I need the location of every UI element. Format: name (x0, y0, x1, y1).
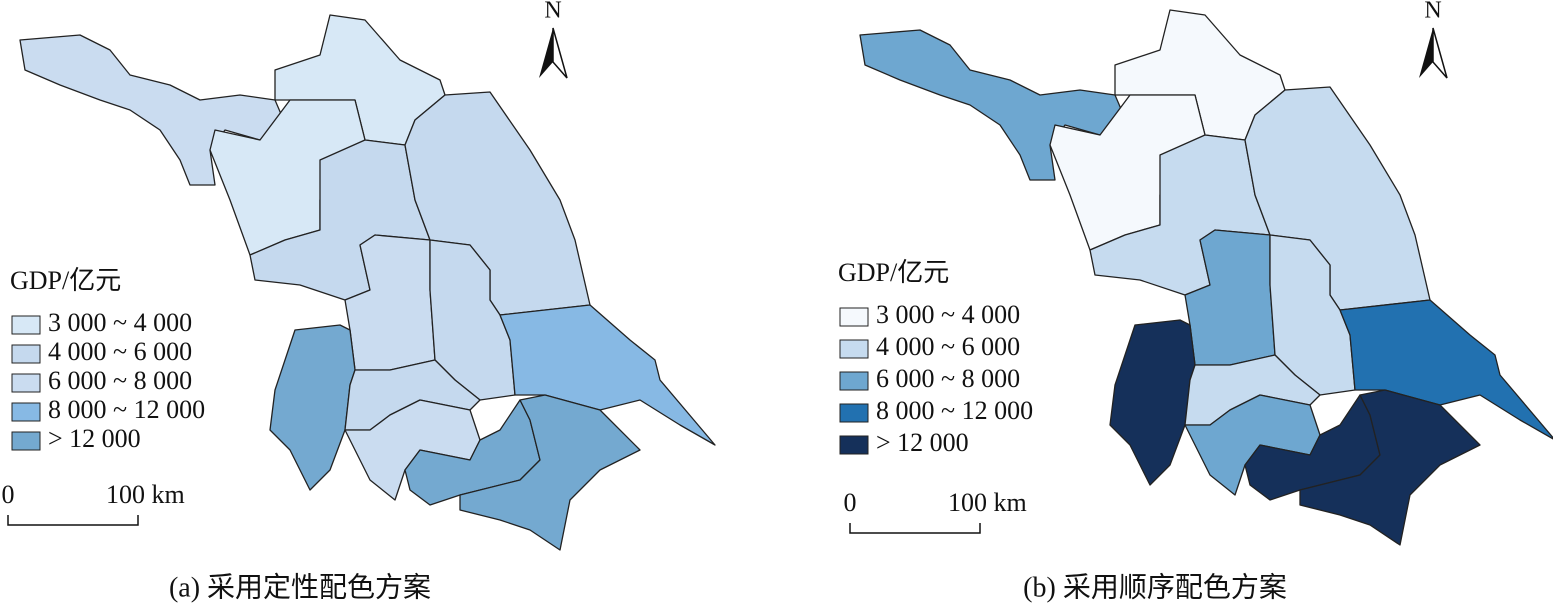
legend-label: 4 000 ~ 6 000 (876, 332, 1020, 361)
legend-swatch (839, 403, 869, 423)
legend-label: 4 000 ~ 6 000 (48, 337, 192, 366)
legend-label: 3 000 ~ 4 000 (876, 300, 1020, 329)
legend-label: 6 000 ~ 8 000 (876, 364, 1020, 393)
north-label: N (1424, 0, 1441, 24)
region (859, 29, 1131, 181)
region (19, 34, 291, 186)
legend-swatch (11, 344, 41, 364)
legend-label: 8 000 ~ 12 000 (876, 396, 1033, 425)
map-panel: N GDP/亿元 3 000 ~ 4 000 4 000 ~ 6 000 6 000 ~… (838, 0, 1553, 603)
north-arrow (1432, 27, 1448, 79)
map (859, 9, 1553, 546)
north-arrow (1419, 28, 1433, 78)
legend-swatch (11, 315, 41, 335)
caption: (a) 采用定性配色方案 (169, 571, 431, 603)
legend-swatch (839, 307, 869, 327)
map (19, 14, 716, 551)
region (459, 394, 641, 551)
legend-swatch (11, 431, 41, 451)
region (1299, 389, 1481, 546)
legend-swatch (11, 402, 41, 422)
legend-title: GDP/亿元 (10, 266, 121, 295)
north-label: N (544, 0, 561, 24)
region (1109, 319, 1196, 486)
caption: (b) 采用顺序配色方案 (1023, 571, 1287, 603)
scale-label: 100 km (948, 488, 1027, 517)
legend-label: > 12 000 (48, 424, 141, 453)
legend-swatch (839, 339, 869, 359)
region (269, 324, 356, 491)
scale-bar (7, 515, 139, 526)
scale-label: 100 km (106, 480, 185, 509)
legend-label: > 12 000 (876, 428, 969, 457)
legend-swatch (839, 435, 869, 455)
scale-bar (849, 523, 981, 534)
scale-label: 0 (2, 480, 15, 509)
legend-swatch (11, 373, 41, 393)
legend-label: 3 000 ~ 4 000 (48, 308, 192, 337)
legend-title: GDP/亿元 (838, 258, 949, 287)
region (1339, 299, 1553, 440)
legend-label: 6 000 ~ 8 000 (48, 366, 192, 395)
legend-swatch (839, 371, 869, 391)
north-arrow (552, 27, 568, 79)
scale-label: 0 (844, 488, 857, 517)
north-arrow (539, 28, 553, 78)
legend-label: 8 000 ~ 12 000 (48, 395, 205, 424)
region (499, 304, 716, 446)
